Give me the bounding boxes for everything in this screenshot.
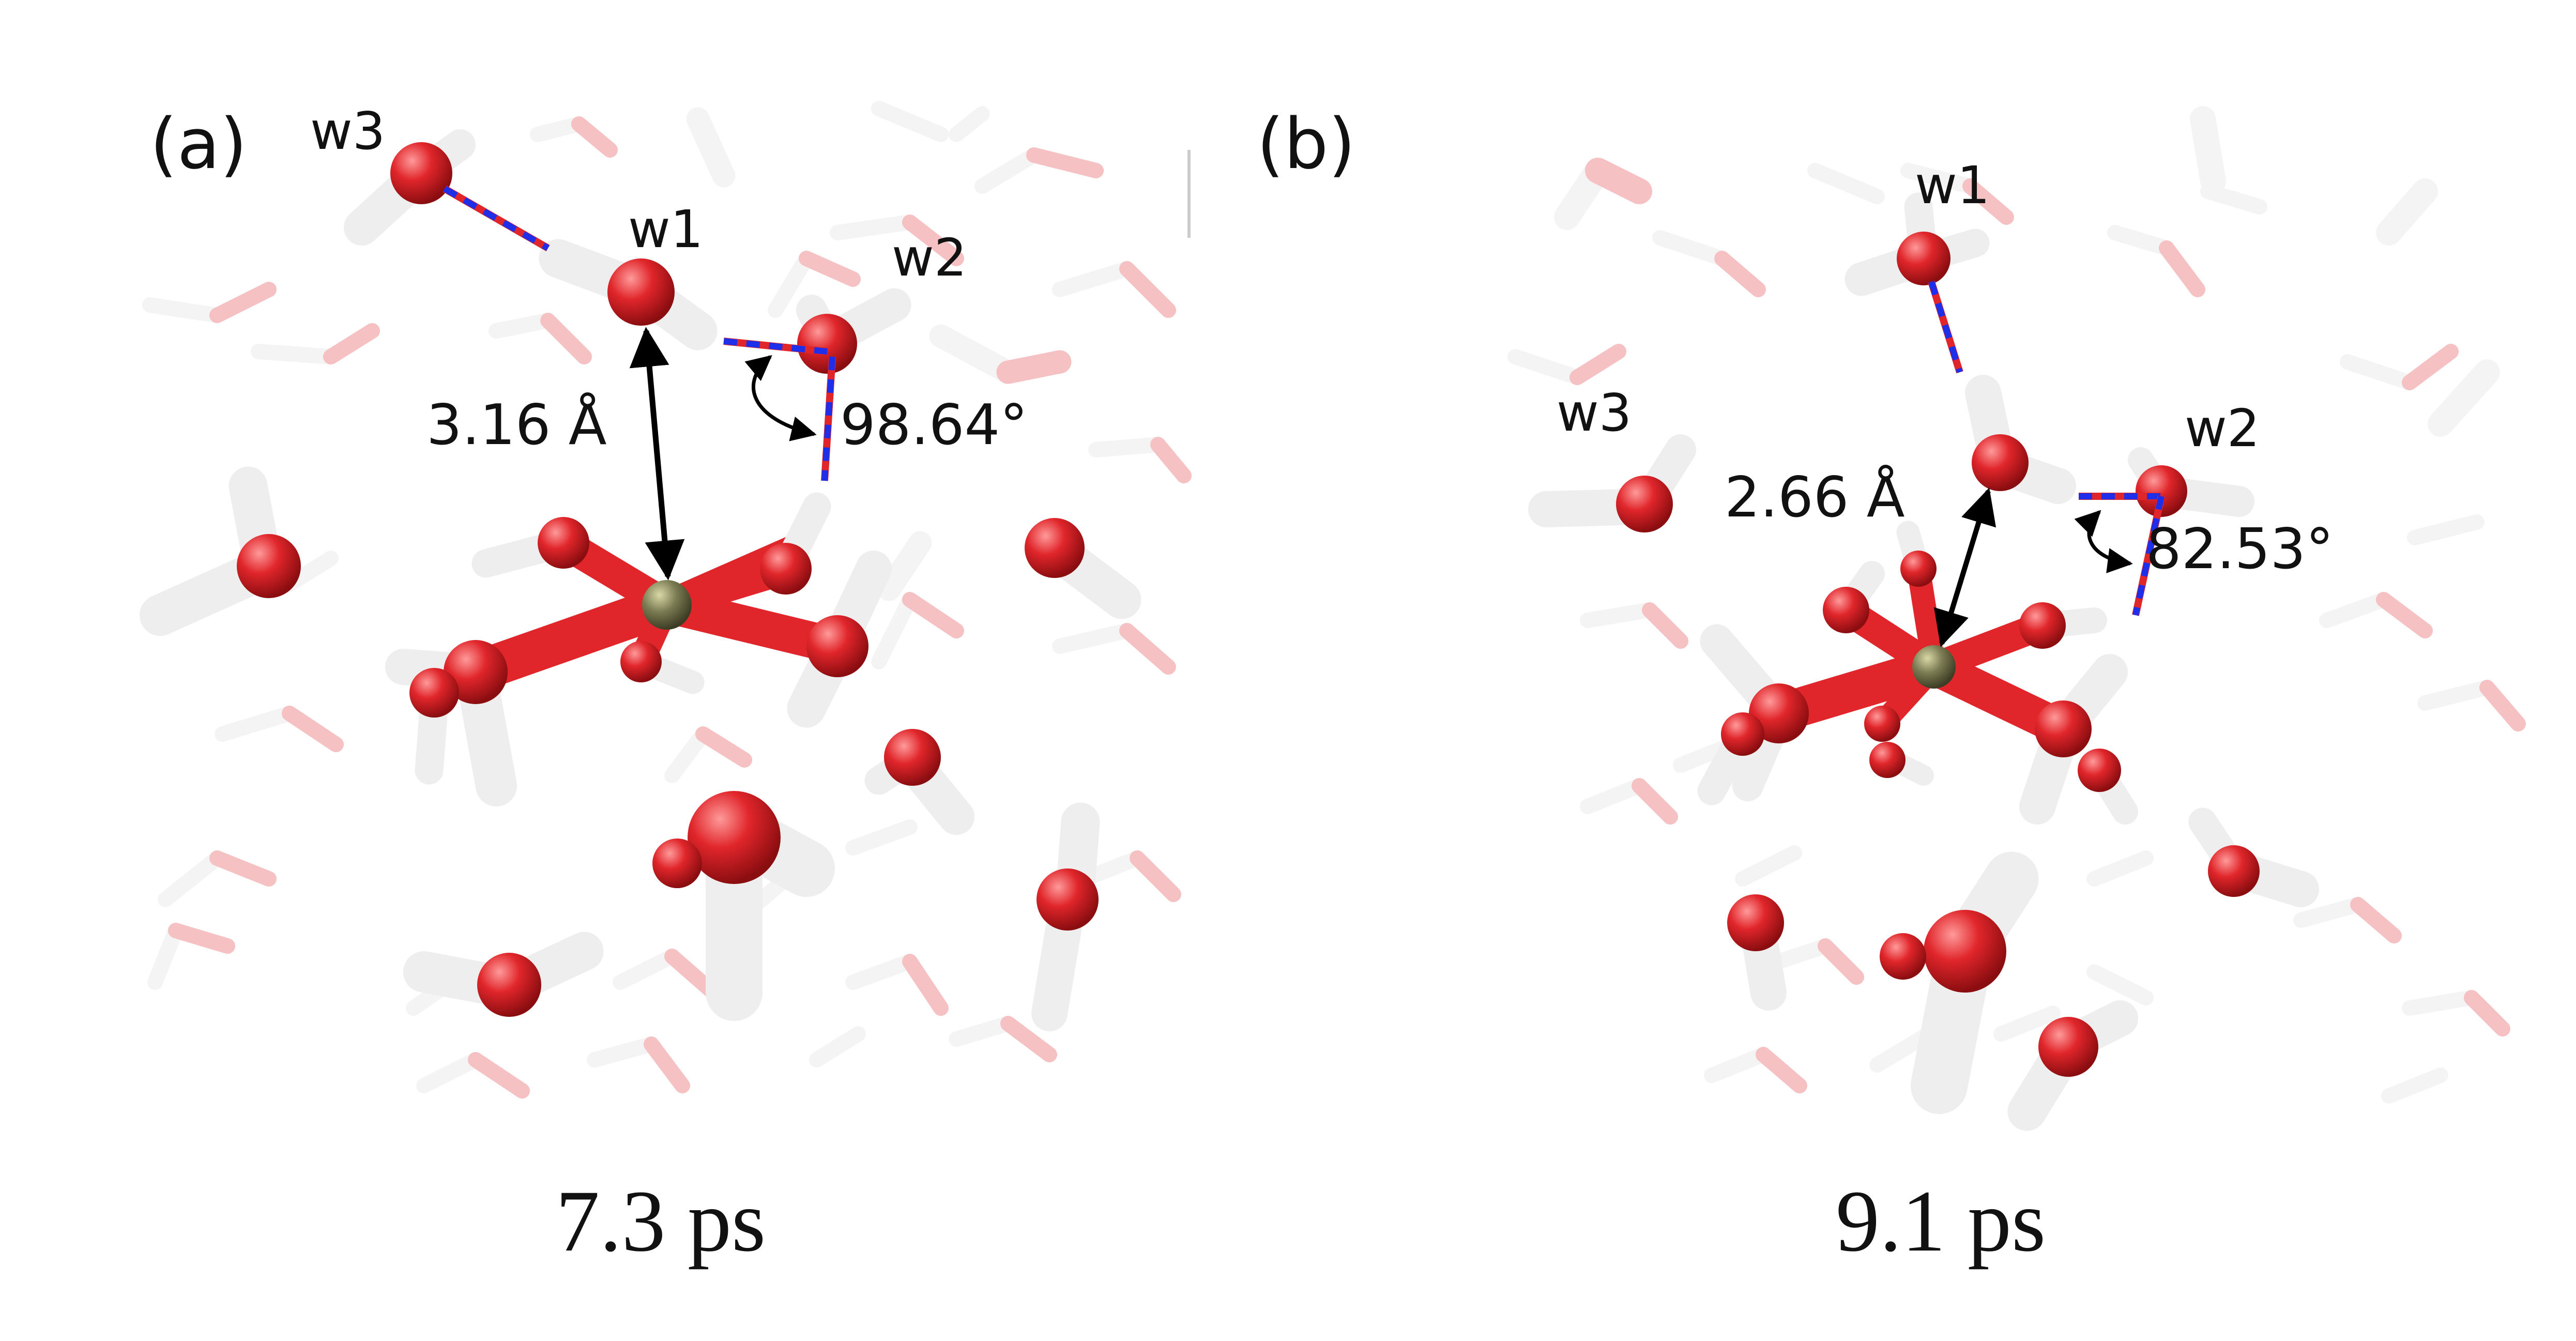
metal-complex-a — [385, 492, 892, 806]
time-label: 9.1 ps — [1836, 1172, 2046, 1270]
molecular-scene-a — [140, 101, 1192, 1099]
time-label: 7.3 ps — [556, 1172, 766, 1270]
panel-label: (b) — [1257, 103, 1356, 185]
foreground-waters-a — [140, 129, 1141, 1031]
water-label-w1: w1 — [1915, 155, 1990, 216]
background-waters-b — [1507, 106, 2526, 1104]
distance-label: 3.16 Å — [426, 393, 607, 458]
water-label-w2: w2 — [2185, 398, 2260, 459]
angle-label: 98.64° — [840, 393, 1028, 458]
water-label-w2: w2 — [892, 227, 967, 288]
metal-complex-b — [1697, 521, 2128, 825]
panel-a: (a) w3 w1 w2 3.16 Å 98.64° 7.3 ps — [140, 101, 1192, 1270]
water-label-w3: w3 — [310, 101, 386, 161]
distance-arrow-a — [629, 327, 685, 581]
distance-label: 2.66 Å — [1725, 465, 1905, 530]
panel-label: (a) — [150, 103, 248, 185]
foreground-waters-b — [1528, 192, 2319, 1131]
water-label-w1: w1 — [628, 199, 704, 260]
angle-arc-b — [2074, 510, 2133, 573]
distance-arrow-b — [1933, 487, 1996, 647]
molecular-scene-b — [1507, 106, 2526, 1131]
angle-label: 82.53° — [2146, 517, 2334, 582]
panel-b: (b) w1 w2 w3 2.66 Å 82.53° 9.1 ps — [1257, 0, 2575, 1341]
hbonds-b — [1928, 280, 2165, 616]
hbonds-a — [443, 185, 836, 481]
angle-arc-a — [744, 355, 817, 441]
water-label-w3: w3 — [1557, 383, 1632, 443]
